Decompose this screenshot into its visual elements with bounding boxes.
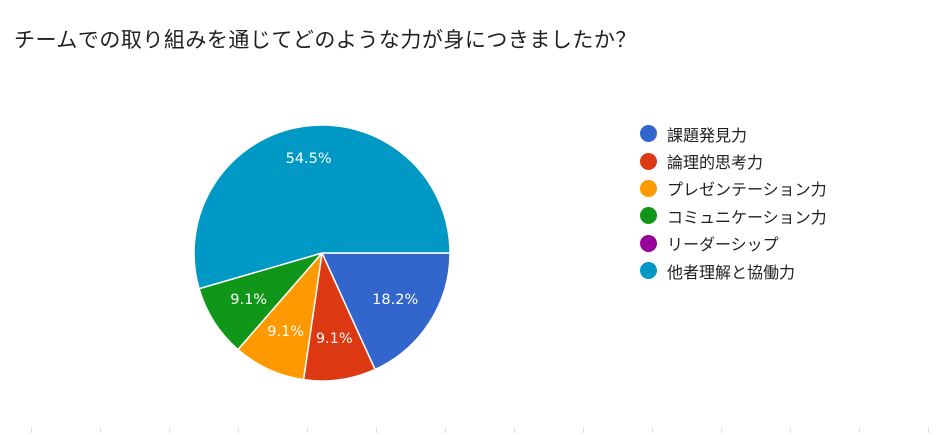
legend-swatch-4 [640,234,657,252]
tick-mark [307,428,308,433]
legend-item-3[interactable]: コミュニケーション力 [640,202,827,229]
tick-mark [583,428,584,433]
tick-mark [100,428,101,433]
pie-slice-label-0: 18.2% [372,292,418,308]
chart-title: チームでの取り組みを通じてどのような力が身につきましたか？ [14,28,637,52]
tick-mark [445,428,446,433]
tick-mark [31,428,32,433]
pie-slice-label-3: 9.1% [230,292,267,308]
pie-slice-label-1: 9.1% [316,331,353,347]
pie-slice-label-2: 9.1% [267,324,304,340]
legend-item-1[interactable]: 論理的思考力 [640,147,827,174]
pie-slice-0[interactable] [320,252,451,371]
legend-swatch-2 [640,179,657,197]
tick-mark [859,428,860,433]
legend-swatch-0 [640,125,657,143]
tick-mark [238,428,239,433]
tick-mark [169,428,170,433]
legend-swatch-5 [640,262,657,280]
tick-mark [514,428,515,433]
legend-label-1: 論理的思考力 [667,153,764,173]
legend-label-3: コミュニケーション力 [667,207,827,227]
pie-slice-5[interactable] [193,124,451,290]
legend-label-4: リーダーシップ [667,235,779,255]
tick-mark [721,428,722,433]
legend-item-4[interactable]: リーダーシップ [640,230,827,257]
legend-label-5: 他者理解と協働力 [667,262,796,282]
tick-mark [376,428,377,433]
legend-item-2[interactable]: プレゼンテーション力 [640,175,827,202]
tick-mark [790,428,791,433]
legend-item-5[interactable]: 他者理解と協働力 [640,257,827,284]
pie-slice-label-5: 54.5% [286,151,332,167]
tick-mark [652,428,653,433]
legend-swatch-1 [640,152,657,170]
legend-item-0[interactable]: 課題発見力 [640,120,827,147]
tick-mark [928,428,929,433]
chart-legend: 課題発見力論理的思考力プレゼンテーション力 コミュニケーション力 リーダーシップ 他者… [640,120,827,284]
legend-label-2: プレゼンテーション力 [667,180,827,200]
legend-swatch-3 [640,207,657,225]
legend-label-0: 課題発見力 [667,125,748,145]
bottom-tick-marks [0,428,939,435]
